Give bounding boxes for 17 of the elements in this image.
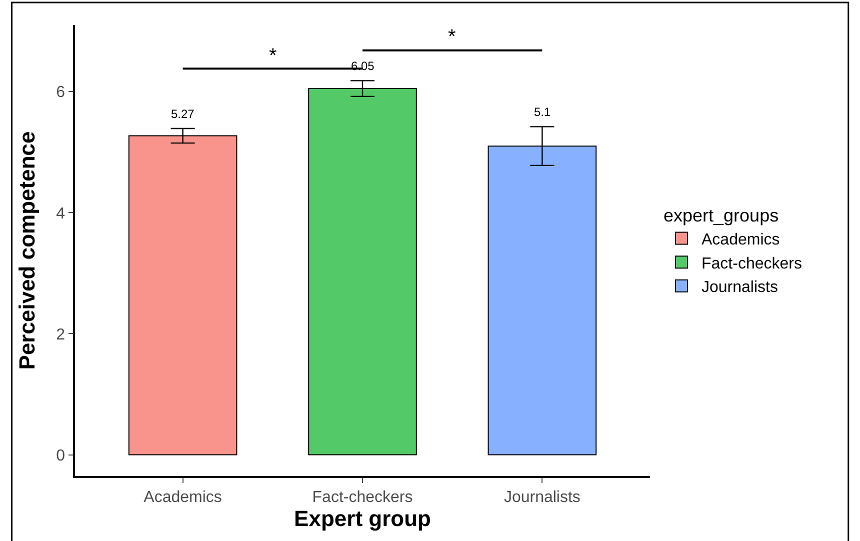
y-tick-label: 4 — [56, 205, 66, 222]
x-tick-label: Academics — [144, 488, 222, 506]
annotation: * — [448, 26, 456, 48]
data-label: 5.27 — [171, 107, 195, 121]
y-axis-title: Perceived competence — [14, 131, 40, 370]
legend-title: expert_groups — [664, 205, 779, 226]
annotation: * — [269, 45, 277, 67]
y-tick-label: 0 — [56, 447, 66, 464]
legend-label: Journalists — [702, 279, 778, 296]
y-tick-label: 6 — [56, 84, 66, 102]
data-label: 5.1 — [534, 105, 552, 119]
x-tick-label: Fact-checkers — [312, 488, 413, 506]
legend-label: Fact-checkers — [702, 255, 802, 272]
x-axis-title: Expert group — [294, 506, 431, 531]
y-tick-label: 2 — [56, 326, 66, 344]
x-tick-label: Journalists — [504, 488, 580, 506]
legend-label: Academics — [702, 232, 780, 249]
